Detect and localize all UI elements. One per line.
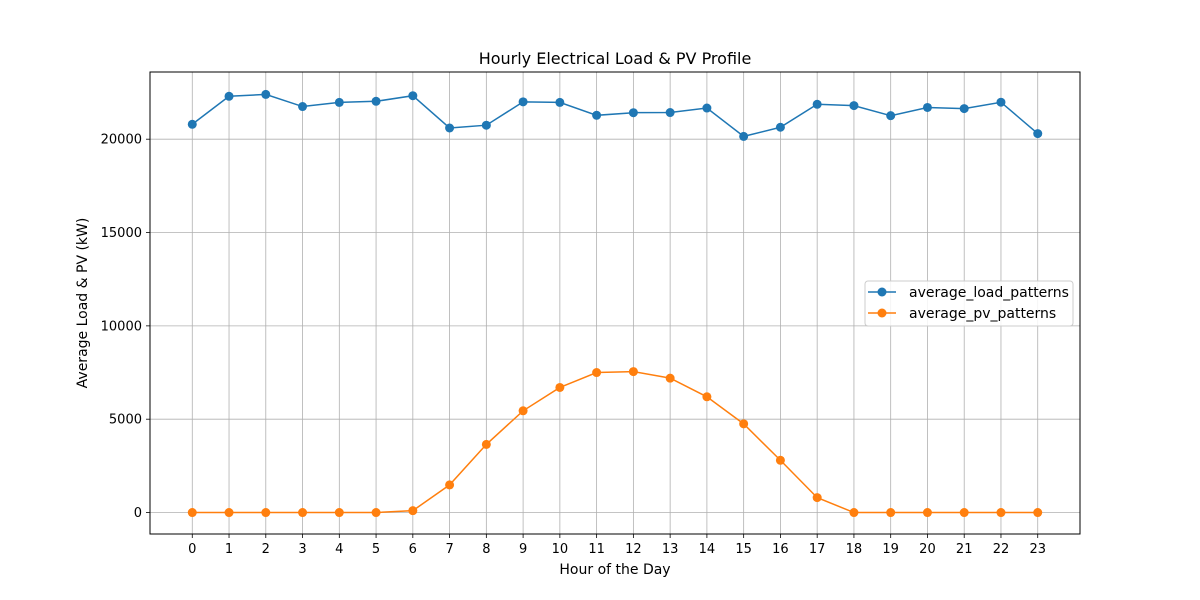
- x-tick-label: 20: [919, 542, 936, 557]
- x-tick-label: 23: [1029, 542, 1046, 557]
- data-point-average_load_patterns: [592, 111, 601, 120]
- data-point-average_pv_patterns: [372, 508, 381, 517]
- x-tick-label: 21: [956, 542, 973, 557]
- x-tick-label: 13: [662, 542, 679, 557]
- data-point-average_pv_patterns: [776, 456, 785, 465]
- data-point-average_load_patterns: [1033, 129, 1042, 138]
- data-point-average_pv_patterns: [996, 508, 1005, 517]
- x-tick-label: 2: [262, 542, 270, 557]
- legend-label-pv: average_pv_patterns: [909, 306, 1056, 322]
- data-point-average_load_patterns: [335, 98, 344, 107]
- x-axis-label: Hour of the Day: [559, 562, 670, 578]
- data-point-average_pv_patterns: [923, 508, 932, 517]
- data-point-average_load_patterns: [188, 120, 197, 129]
- data-point-average_pv_patterns: [555, 383, 564, 392]
- x-tick-label: 5: [372, 542, 380, 557]
- series-line-average_pv_patterns: [192, 372, 1037, 513]
- data-point-average_load_patterns: [298, 102, 307, 111]
- data-point-average_load_patterns: [629, 108, 638, 117]
- data-point-average_pv_patterns: [739, 419, 748, 428]
- x-tick-label: 18: [846, 542, 863, 557]
- legend: average_load_patterns average_pv_pattern…: [865, 281, 1073, 326]
- x-tick-label: 16: [772, 542, 789, 557]
- data-point-average_load_patterns: [996, 98, 1005, 107]
- data-point-average_load_patterns: [923, 103, 932, 112]
- data-point-average_load_patterns: [519, 97, 528, 106]
- data-point-average_pv_patterns: [261, 508, 270, 517]
- x-tick-label: 0: [188, 542, 196, 557]
- data-point-average_load_patterns: [445, 124, 454, 133]
- y-tick-label: 5000: [109, 413, 142, 428]
- data-point-average_pv_patterns: [335, 508, 344, 517]
- data-point-average_pv_patterns: [849, 508, 858, 517]
- series-average_pv_patterns: [188, 367, 1042, 517]
- legend-label-load: average_load_patterns: [909, 285, 1069, 301]
- data-point-average_load_patterns: [666, 108, 675, 117]
- x-tick-label: 6: [409, 542, 417, 557]
- series-average_load_patterns: [188, 90, 1042, 141]
- data-point-average_load_patterns: [776, 123, 785, 132]
- x-tick-label: 17: [809, 542, 826, 557]
- y-tick-label: 0: [134, 506, 142, 521]
- data-point-average_pv_patterns: [813, 493, 822, 502]
- x-tick-label: 14: [699, 542, 716, 557]
- x-tick-label: 10: [552, 542, 569, 557]
- data-point-average_load_patterns: [225, 92, 234, 101]
- x-tick-label: 4: [335, 542, 343, 557]
- data-point-average_load_patterns: [849, 101, 858, 110]
- data-point-average_pv_patterns: [482, 440, 491, 449]
- x-axis-ticks: 0 1 2 3 4 5 6 7 8 9 10 11 12 13 14 15 16 17 18 19 20 21 22 23: [188, 534, 1046, 557]
- data-point-average_load_patterns: [886, 111, 895, 120]
- data-point-average_pv_patterns: [1033, 508, 1042, 517]
- data-point-average_pv_patterns: [225, 508, 234, 517]
- x-tick-label: 11: [588, 542, 605, 557]
- data-point-average_load_patterns: [408, 91, 417, 100]
- x-tick-label: 8: [482, 542, 490, 557]
- data-point-average_pv_patterns: [886, 508, 895, 517]
- data-point-average_pv_patterns: [666, 374, 675, 383]
- chart-title: Hourly Electrical Load & PV Profile: [479, 49, 752, 68]
- data-point-average_load_patterns: [813, 100, 822, 109]
- data-point-average_pv_patterns: [960, 508, 969, 517]
- x-tick-label: 7: [445, 542, 453, 557]
- data-point-average_pv_patterns: [702, 392, 711, 401]
- series-line-average_load_patterns: [192, 94, 1037, 136]
- y-axis-label: Average Load & PV (kW): [75, 218, 91, 389]
- data-point-average_pv_patterns: [629, 367, 638, 376]
- x-tick-label: 12: [625, 542, 642, 557]
- data-point-average_load_patterns: [555, 98, 564, 107]
- data-point-average_pv_patterns: [519, 406, 528, 415]
- y-tick-label: 10000: [101, 319, 142, 334]
- x-tick-label: 3: [298, 542, 306, 557]
- data-point-average_load_patterns: [702, 104, 711, 113]
- x-tick-label: 22: [993, 542, 1010, 557]
- x-tick-label: 9: [519, 542, 527, 557]
- data-point-average_pv_patterns: [298, 508, 307, 517]
- data-point-average_pv_patterns: [188, 508, 197, 517]
- x-tick-label: 1: [225, 542, 233, 557]
- data-point-average_load_patterns: [372, 97, 381, 106]
- y-tick-label: 20000: [101, 133, 142, 148]
- x-tick-label: 19: [882, 542, 899, 557]
- data-point-average_load_patterns: [960, 104, 969, 113]
- data-point-average_load_patterns: [261, 90, 270, 99]
- x-tick-label: 15: [735, 542, 752, 557]
- data-point-average_load_patterns: [739, 132, 748, 141]
- legend-marker-load: [878, 288, 887, 297]
- data-point-average_pv_patterns: [445, 480, 454, 489]
- data-point-average_pv_patterns: [592, 368, 601, 377]
- data-point-average_load_patterns: [482, 121, 491, 130]
- legend-marker-pv: [878, 309, 887, 318]
- y-tick-label: 15000: [101, 226, 142, 241]
- data-point-average_pv_patterns: [408, 506, 417, 515]
- y-axis-ticks: 0 5000 10000 15000 20000: [101, 133, 150, 521]
